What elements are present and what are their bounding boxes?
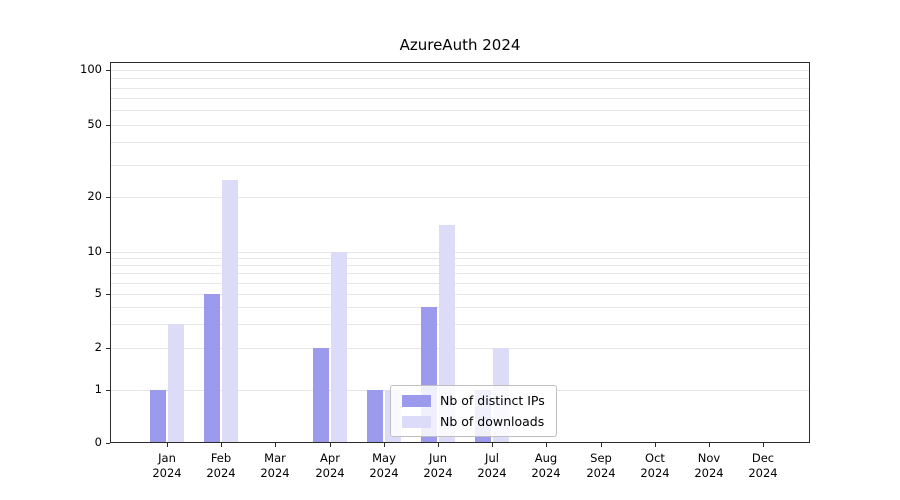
gridline <box>110 265 810 266</box>
x-tick-year: 2024 <box>531 466 561 480</box>
x-tick-month: Jun <box>429 451 447 465</box>
x-tick-mark <box>709 443 710 447</box>
gridline <box>110 70 810 71</box>
legend-label-downloads: Nb of downloads <box>440 414 545 429</box>
y-tick-mark <box>106 70 110 71</box>
x-tick-mark <box>167 443 168 447</box>
x-tick-month: Sep <box>590 451 612 465</box>
x-tick-month: Mar <box>264 451 286 465</box>
y-tick-label: 2 <box>94 340 102 354</box>
x-tick-year: 2024 <box>423 466 453 480</box>
x-tick-label-oct: Oct 2024 <box>625 451 685 481</box>
axes-box <box>110 62 810 443</box>
x-tick-label-may: May 2024 <box>354 451 414 481</box>
legend-swatch-downloads <box>402 415 431 428</box>
x-tick-year: 2024 <box>260 466 290 480</box>
x-tick-label-mar: Mar 2024 <box>245 451 305 481</box>
y-tick-label: 50 <box>87 117 102 131</box>
bar-distinct-ips-feb <box>204 294 220 443</box>
gridline <box>110 258 810 259</box>
gridline <box>110 110 810 111</box>
x-tick-label-aug: Aug 2024 <box>516 451 576 481</box>
legend: Nb of distinct IPs Nb of downloads <box>390 385 557 437</box>
gridline <box>110 165 810 166</box>
y-tick-label: 100 <box>80 62 102 76</box>
y-tick-label: 10 <box>87 244 102 258</box>
x-tick-mark <box>221 443 222 447</box>
y-tick-mark <box>106 348 110 349</box>
x-tick-month: Nov <box>697 451 721 465</box>
legend-label-distinct-ips: Nb of distinct IPs <box>440 393 545 408</box>
x-tick-mark <box>275 443 276 447</box>
x-tick-label-dec: Dec 2024 <box>733 451 793 481</box>
y-tick-mark <box>106 443 110 444</box>
bar-distinct-ips-apr <box>313 348 329 443</box>
gridline <box>110 324 810 325</box>
x-tick-year: 2024 <box>369 466 399 480</box>
gridline <box>110 348 810 349</box>
legend-row-downloads: Nb of downloads <box>402 414 545 429</box>
x-tick-month: Feb <box>210 451 232 465</box>
y-tick-mark <box>106 197 110 198</box>
x-tick-label-nov: Nov 2024 <box>679 451 739 481</box>
x-tick-mark <box>438 443 439 447</box>
x-tick-year: 2024 <box>748 466 778 480</box>
x-tick-mark <box>546 443 547 447</box>
x-tick-year: 2024 <box>694 466 724 480</box>
y-tick-label: 5 <box>94 286 102 300</box>
x-tick-label-sep: Sep 2024 <box>571 451 631 481</box>
y-tick-label: 1 <box>94 382 102 396</box>
x-tick-year: 2024 <box>586 466 616 480</box>
bar-distinct-ips-jan <box>150 390 166 443</box>
gridline <box>110 283 810 284</box>
y-tick-mark <box>106 294 110 295</box>
gridline <box>110 125 810 126</box>
y-tick-mark <box>106 252 110 253</box>
gridline <box>110 294 810 295</box>
gridline <box>110 78 810 79</box>
x-tick-mark <box>601 443 602 447</box>
bar-downloads-feb <box>222 180 238 443</box>
gridline <box>110 88 810 89</box>
x-tick-label-apr: Apr 2024 <box>300 451 360 481</box>
gridline <box>110 98 810 99</box>
x-tick-year: 2024 <box>477 466 507 480</box>
gridline <box>110 252 810 253</box>
x-tick-label-jan: Jan 2024 <box>137 451 197 481</box>
x-tick-month: Jul <box>485 451 499 465</box>
x-tick-label-jun: Jun 2024 <box>408 451 468 481</box>
x-tick-year: 2024 <box>152 466 182 480</box>
x-tick-label-jul: Jul 2024 <box>462 451 522 481</box>
gridline <box>110 307 810 308</box>
chart-title: AzureAuth 2024 <box>399 36 521 54</box>
bar-distinct-ips-may <box>367 390 383 443</box>
x-tick-year: 2024 <box>315 466 345 480</box>
y-tick-label: 0 <box>94 435 102 449</box>
x-tick-label-feb: Feb 2024 <box>191 451 251 481</box>
gridline <box>110 273 810 274</box>
gridline <box>110 142 810 143</box>
legend-swatch-distinct-ips <box>402 394 431 407</box>
gridline <box>110 197 810 198</box>
legend-row-distinct-ips: Nb of distinct IPs <box>402 393 545 408</box>
bar-downloads-jan <box>168 324 184 443</box>
x-tick-month: May <box>372 451 396 465</box>
y-tick-mark <box>106 125 110 126</box>
x-tick-year: 2024 <box>640 466 670 480</box>
x-tick-mark <box>763 443 764 447</box>
x-tick-month: Apr <box>320 451 340 465</box>
x-tick-mark <box>384 443 385 447</box>
y-tick-mark <box>106 390 110 391</box>
x-tick-mark <box>492 443 493 447</box>
x-tick-month: Jan <box>158 451 176 465</box>
x-tick-year: 2024 <box>206 466 236 480</box>
x-tick-mark <box>655 443 656 447</box>
x-tick-month: Dec <box>751 451 775 465</box>
x-tick-month: Oct <box>645 451 665 465</box>
y-tick-label: 20 <box>87 189 102 203</box>
x-tick-month: Aug <box>534 451 558 465</box>
x-tick-mark <box>330 443 331 447</box>
bar-downloads-apr <box>331 252 347 443</box>
